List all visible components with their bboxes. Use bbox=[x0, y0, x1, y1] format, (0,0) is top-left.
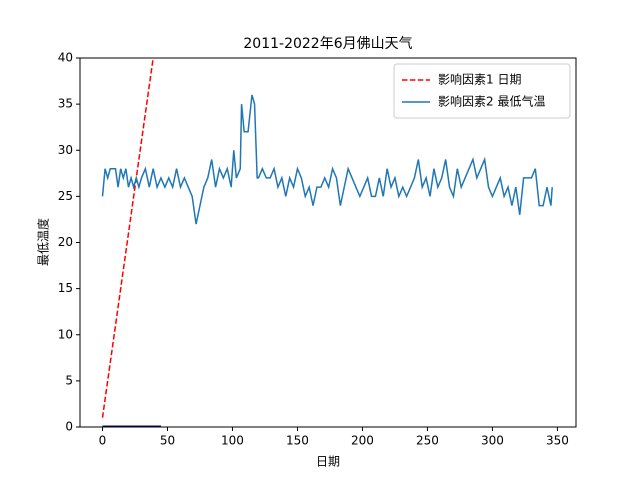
y-tick-label: 10 bbox=[58, 327, 73, 341]
x-axis-label: 日期 bbox=[316, 455, 340, 469]
x-tick-label: 200 bbox=[351, 434, 374, 448]
x-tick-label: 250 bbox=[416, 434, 439, 448]
legend-box bbox=[393, 63, 571, 119]
x-tick-label: 350 bbox=[546, 434, 569, 448]
y-tick-label: 35 bbox=[58, 97, 73, 111]
legend-label: 影响因素1 日期 bbox=[438, 72, 521, 87]
plot-frame bbox=[79, 57, 577, 428]
series-line bbox=[101, 58, 154, 418]
plot-lines bbox=[101, 58, 553, 427]
x-tick-label: 50 bbox=[160, 434, 175, 448]
chart-title: 2011-2022年6月佛山天气 bbox=[243, 36, 412, 52]
y-axis-label: 最低温度 bbox=[36, 218, 51, 266]
y-tick-label: 25 bbox=[58, 189, 73, 203]
series-line bbox=[101, 94, 553, 225]
y-tick-label: 40 bbox=[58, 51, 73, 65]
x-tick-label: 300 bbox=[481, 434, 504, 448]
x-tick-label: 0 bbox=[99, 434, 107, 448]
legend-label: 影响因素2 最低气温 bbox=[438, 94, 545, 109]
y-tick-label: 15 bbox=[58, 281, 73, 295]
x-tick-label: 100 bbox=[221, 434, 244, 448]
y-tick-label: 20 bbox=[58, 235, 73, 249]
y-tick-label: 30 bbox=[58, 143, 73, 157]
y-tick-label: 5 bbox=[65, 373, 73, 387]
y-tick-label: 0 bbox=[65, 420, 73, 434]
x-tick-label: 150 bbox=[286, 434, 309, 448]
